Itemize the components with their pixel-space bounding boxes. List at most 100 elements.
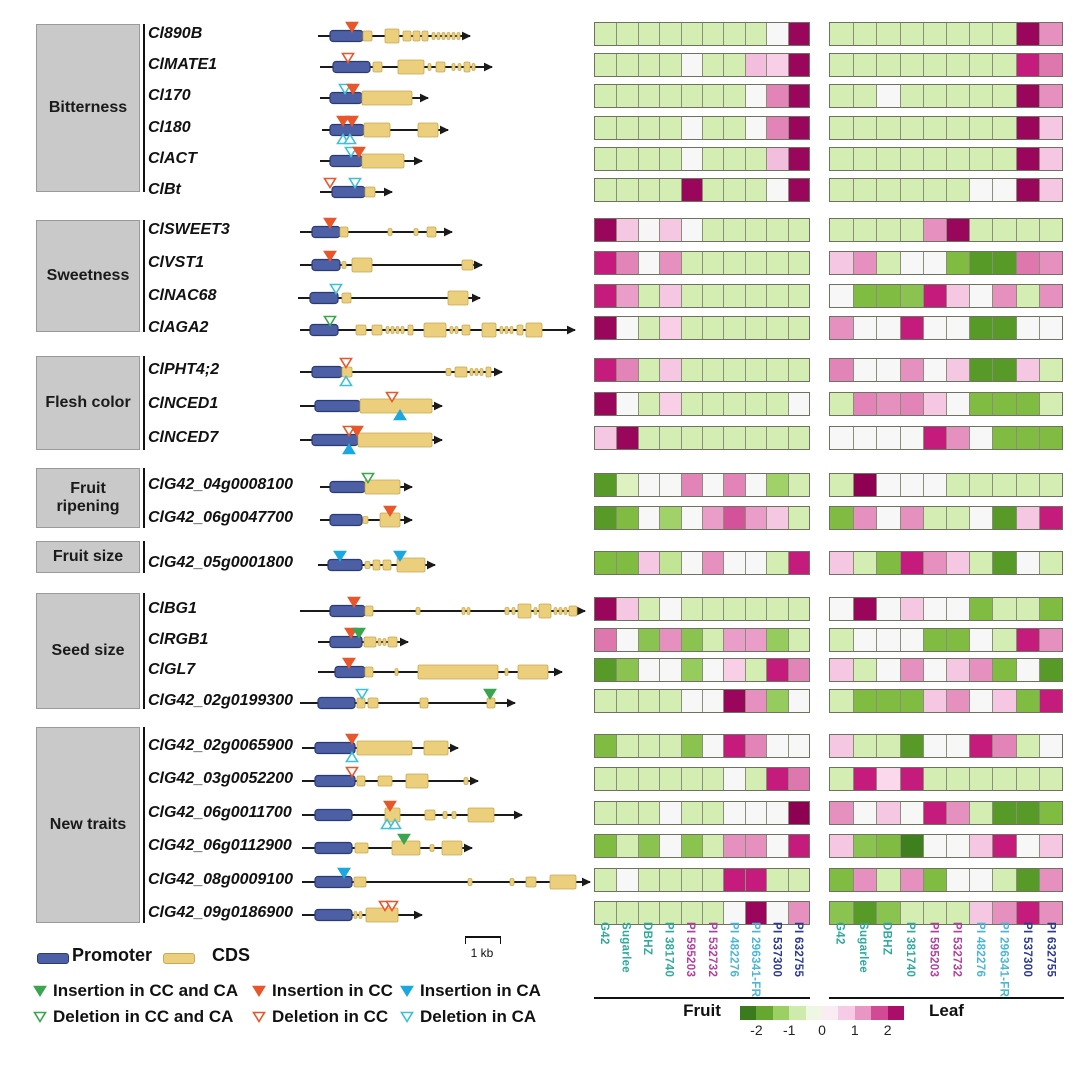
- heatmap-cell: [969, 689, 993, 712]
- heatmap-cell: [876, 147, 900, 170]
- gene-structure-diagram: [320, 177, 393, 199]
- gene-name: ClG42_09g0186900: [148, 904, 293, 921]
- cds-exon: [359, 398, 433, 414]
- heatmap-cell: [899, 474, 923, 496]
- heatmap-cell: [1015, 628, 1039, 651]
- heatmap-cell: [616, 54, 638, 77]
- heatmap-cell: [595, 628, 617, 651]
- heatmap-row-fruit: [594, 250, 810, 275]
- heatmap-cell: [1015, 284, 1039, 307]
- heatmap-cell: [702, 116, 724, 139]
- heatmap-cell: [899, 393, 923, 415]
- cds-exon: [361, 153, 405, 169]
- heatmap-cell: [723, 689, 745, 712]
- insertion-marker-icon: [345, 115, 359, 127]
- heatmap-row-leaf: [829, 867, 1063, 892]
- heatmap-cell: [616, 317, 638, 340]
- heatmap-cell: [1015, 835, 1039, 858]
- heatmap-cell: [830, 659, 854, 681]
- cds-exon: [357, 432, 433, 448]
- heatmap-cell: [744, 54, 767, 77]
- cds-exon: [356, 697, 366, 708]
- cds-exon: [341, 260, 347, 269]
- heatmap-cell: [787, 284, 810, 307]
- heatmap-cell: [659, 868, 681, 891]
- heatmap-cell: [922, 902, 946, 924]
- heatmap-cell: [616, 801, 638, 824]
- heatmap-cell: [899, 507, 923, 529]
- gene-structure-diagram: [300, 250, 483, 273]
- gene-name: ClNCED1: [148, 395, 219, 412]
- heatmap-cell: [744, 179, 767, 201]
- heatmap-cell: [680, 23, 703, 45]
- heatmap-cell: [744, 317, 767, 340]
- cds-exon: [341, 292, 352, 303]
- heatmap-cell: [723, 284, 745, 307]
- heatmap-row-leaf: [829, 392, 1063, 416]
- heatmap-cell: [659, 179, 681, 201]
- insertion-marker-icon: [352, 146, 366, 158]
- arrow-icon: [444, 227, 453, 237]
- heatmap-cell: [766, 251, 788, 274]
- insertion-marker-icon: [323, 250, 337, 262]
- heatmap-cell: [853, 85, 877, 108]
- heatmap-cell: [1015, 868, 1039, 891]
- cds-exon: [382, 637, 387, 646]
- heatmap-row-leaf: [829, 688, 1063, 713]
- gene-name: ClPHT4;2: [148, 361, 220, 378]
- gene-structure-diagram: [318, 627, 409, 648]
- heatmap-cell: [766, 552, 788, 574]
- heatmap-cell: [766, 507, 788, 529]
- section-label: Fruit size: [36, 541, 140, 573]
- heatmap-cell: [595, 659, 617, 681]
- heatmap-cell: [853, 23, 877, 45]
- heatmap-cell: [922, 116, 946, 139]
- heatmap-cell: [876, 284, 900, 307]
- accession-label: PI 296341-FR: [997, 922, 1010, 998]
- heatmap-cell: [659, 317, 681, 340]
- cds-exon: [466, 607, 471, 615]
- cds-exon: [387, 636, 398, 647]
- cds-exon: [423, 322, 447, 338]
- heatmap-cell: [969, 116, 993, 139]
- heatmap-cell: [744, 284, 767, 307]
- arrow-icon: [420, 93, 429, 103]
- heatmap-cell: [876, 868, 900, 891]
- heatmap-cell: [766, 598, 788, 620]
- heatmap-row-fruit: [594, 800, 810, 825]
- heatmap-cell: [830, 251, 854, 274]
- heatmap-cell: [853, 768, 877, 791]
- promoter-bar: [314, 741, 356, 755]
- cds-exon: [364, 479, 401, 495]
- gene-structure-diagram: [302, 867, 591, 889]
- heatmap-cell: [1015, 317, 1039, 340]
- heatmap-cell: [969, 393, 993, 415]
- heatmap-cell: [899, 628, 923, 651]
- gene-name: ClG42_05g0001800: [148, 554, 293, 571]
- heatmap-cell: [946, 801, 970, 824]
- heatmap-cell: [595, 552, 617, 574]
- cds-exon: [435, 61, 446, 73]
- heatmap-cell: [876, 85, 900, 108]
- heatmap-row-leaf: [829, 283, 1063, 308]
- heatmap-cell: [659, 219, 681, 241]
- heatmap-cell: [616, 628, 638, 651]
- cds-exon: [463, 61, 471, 73]
- heatmap-cell: [766, 801, 788, 824]
- colorbar-segment: [854, 1006, 872, 1020]
- heatmap-row-fruit: [594, 834, 810, 859]
- cds-exon: [341, 366, 353, 378]
- heatmap-cell: [899, 659, 923, 681]
- heatmap-row-fruit: [594, 688, 810, 713]
- heatmap-cell: [680, 801, 703, 824]
- heatmap-cell: [922, 54, 946, 77]
- cds-exon: [485, 366, 492, 378]
- arrow-icon: [554, 667, 563, 677]
- heatmap-cell: [637, 427, 660, 449]
- colorbar-segment: [822, 1006, 839, 1020]
- promoter-bar: [311, 365, 343, 379]
- heatmap-cell: [1015, 54, 1039, 77]
- arrow-icon: [450, 743, 459, 753]
- heatmap-cell: [766, 868, 788, 891]
- heatmap-cell: [992, 835, 1016, 858]
